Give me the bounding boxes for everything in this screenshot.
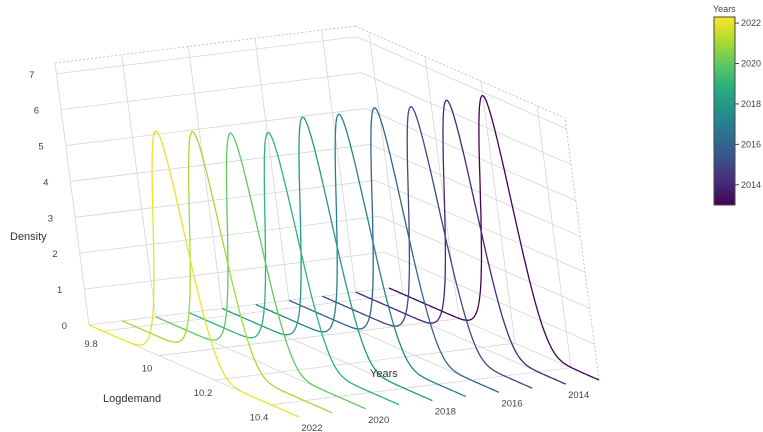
colorbar-title: Years [713, 4, 736, 14]
colorbar-ticks: 2014 2016 2018 2020 2022 [735, 18, 761, 190]
density-curve-2014 [355, 99, 566, 385]
y-tick-label: 2020 [368, 415, 389, 426]
gridline-left-year-0 [321, 30, 357, 293]
colorbar-tick-label: 2018 [741, 99, 761, 109]
density-curve-2015 [322, 106, 533, 389]
z-tick-label: 5 [38, 142, 43, 153]
gridline-left-density-6 [61, 72, 362, 111]
gridline-left-year-2 [187, 46, 223, 309]
z-tick-label: 3 [48, 213, 53, 224]
density-curve-2018 [222, 116, 433, 402]
colorbar-tick-label: 2014 [741, 180, 761, 190]
grid-lines [54, 25, 600, 418]
y-axis-title: Years [370, 368, 398, 380]
density-curve-2016 [288, 107, 500, 393]
gridline-left-density-3 [74, 179, 376, 218]
x-tick-label: 10 [142, 364, 153, 375]
x-axis-title: Logdemand [103, 393, 161, 405]
gridline-back-density-5 [365, 108, 576, 201]
x-tick-label: 9.8 [84, 339, 97, 350]
gridline-back-density-4 [370, 144, 581, 237]
gridline-left-year-3 [121, 54, 157, 317]
colorbar-tick-label: 2022 [741, 18, 761, 28]
box-edge-right-back [564, 117, 600, 381]
gridline-back-logdemand-0 [368, 32, 404, 295]
x-tick-label: 10.4 [250, 413, 269, 424]
z-tick-label: 0 [62, 321, 67, 332]
gridline-left-density-2 [79, 215, 380, 254]
gridline-left-density-4 [70, 144, 371, 182]
z-tick-label: 2 [52, 249, 57, 260]
gridline-left-density-5 [65, 108, 366, 146]
gridline-floor-logdemand-3 [270, 367, 572, 406]
z-tick-label: 4 [43, 177, 48, 188]
tick-labels: 0 1 2 3 4 5 6 7 9.8 10 10.2 10.4 2014 2016 2018 2020 202… [29, 70, 589, 432]
x-tick-label: 10.2 [194, 388, 213, 399]
gridline-back-logdemand-3 [536, 105, 572, 368]
box-edge-top-back [354, 25, 566, 119]
gridline-left-density-7 [56, 36, 357, 75]
z-axis-title: Density [10, 231, 47, 243]
density-curves [88, 94, 600, 418]
density-curve-2022 [88, 130, 300, 418]
box-edge-top-left [54, 25, 356, 64]
z-tick-label: 1 [57, 285, 62, 296]
gridline-floor-logdemand-2 [214, 342, 516, 381]
gridline-left-year-4 [54, 62, 90, 326]
gridline-back-logdemand-1 [424, 56, 460, 319]
gridline-floor-logdemand-0 [102, 293, 404, 332]
y-tick-label: 2014 [568, 390, 589, 401]
density-curve-2013 [388, 94, 600, 381]
y-tick-label: 2022 [301, 423, 322, 432]
density-curve-2020 [155, 132, 366, 410]
gridline-back-density-2 [379, 215, 590, 309]
gridline-back-density-7 [356, 36, 567, 130]
z-tick-label: 6 [34, 106, 39, 117]
gridline-back-density-6 [360, 72, 572, 166]
density-curve-2017 [255, 113, 466, 398]
colorbar-tick-label: 2016 [741, 139, 761, 149]
z-tick-label: 7 [29, 70, 34, 81]
y-tick-label: 2018 [435, 407, 456, 418]
gridline-left-density-0 [88, 287, 390, 326]
gridline-floor-logdemand-1 [158, 318, 460, 357]
y-tick-label: 2016 [501, 398, 522, 409]
gridline-left-year-1 [254, 38, 290, 301]
gridline-back-density-1 [384, 251, 595, 345]
density-curve-2021 [122, 131, 333, 414]
colorbar-gradient [713, 16, 736, 206]
gridline-left-density-1 [84, 251, 385, 290]
gridline-back-logdemand-2 [480, 81, 516, 344]
colorbar: Years 2014 2016 2018 2020 2022 [713, 4, 761, 206]
colorbar-tick-label: 2020 [741, 58, 761, 68]
density-curve-2019 [188, 131, 400, 406]
